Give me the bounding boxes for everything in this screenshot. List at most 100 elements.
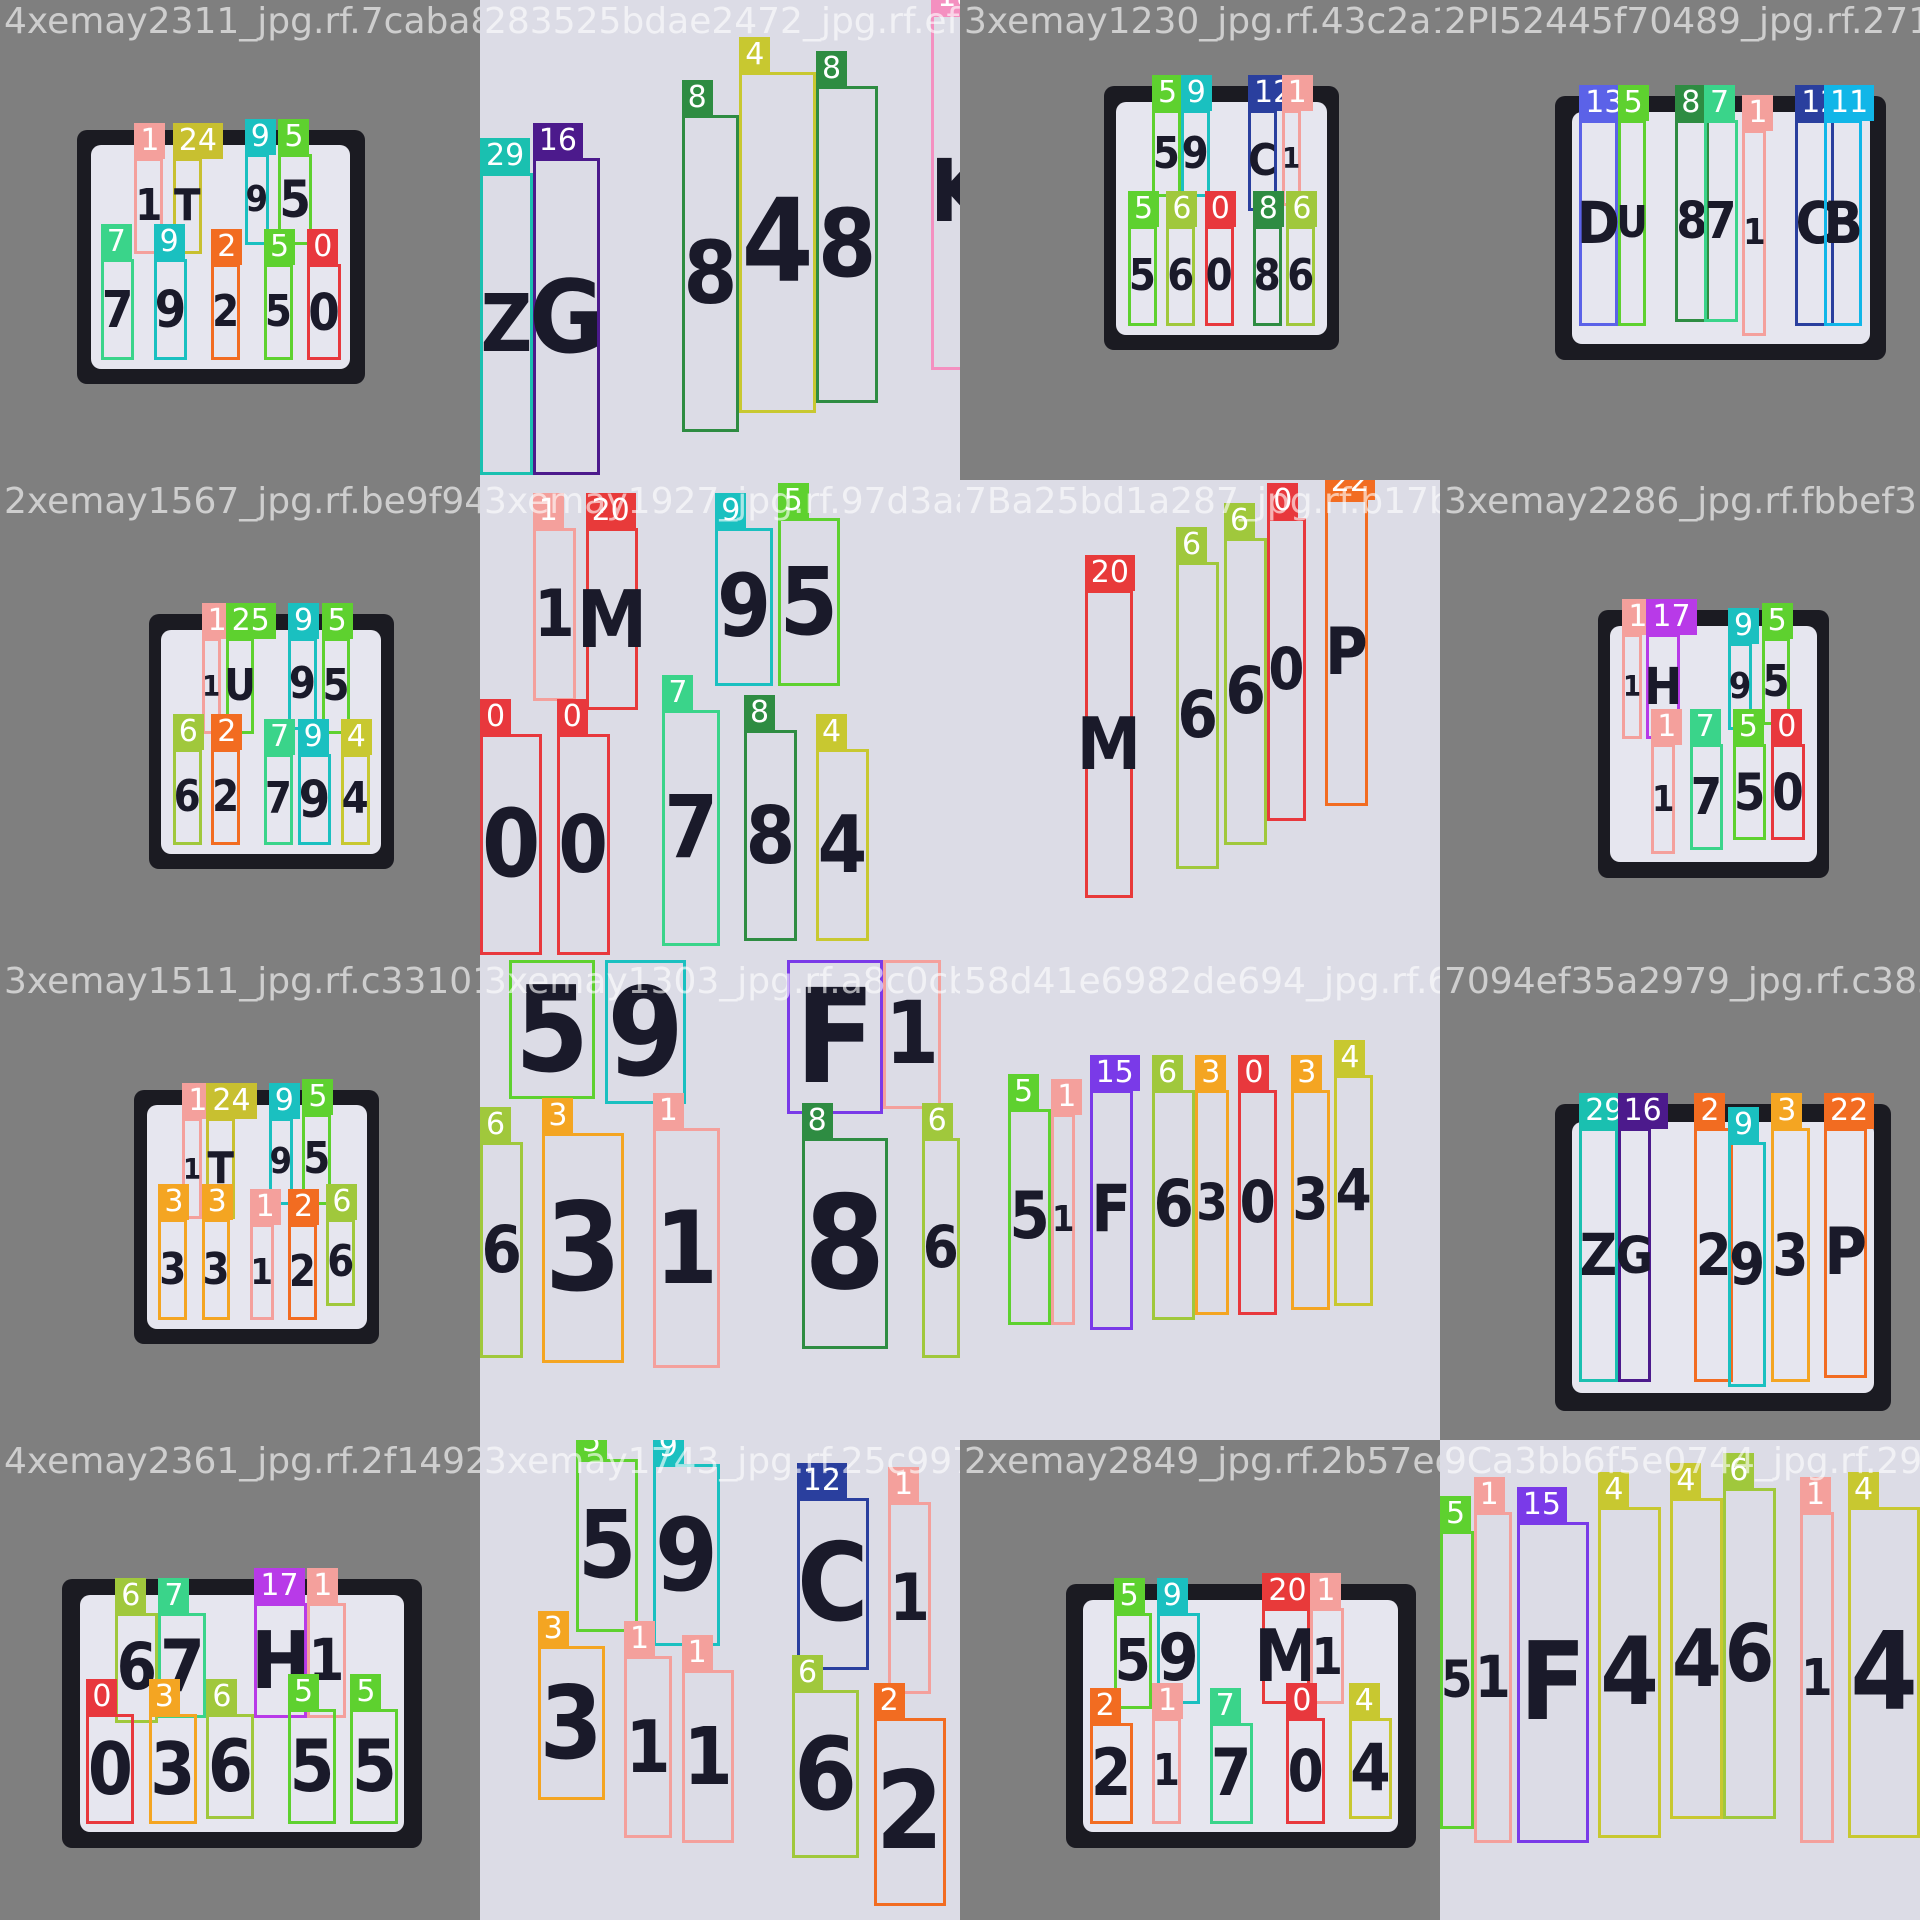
plate-character: 5 (577, 1491, 637, 1601)
class-label: 5 (288, 1673, 320, 1710)
class-label: 5 (278, 118, 310, 155)
plate-character: 6 (481, 1212, 522, 1288)
class-label: 7 (1704, 85, 1736, 121)
class-label: 0 (86, 1678, 118, 1715)
class-label: 2 (288, 1189, 320, 1225)
plate-character: F (1091, 1172, 1132, 1248)
plate-character: P (1824, 1215, 1867, 1291)
plate-character: 8 (817, 190, 877, 300)
image-tile: 5599F151166331188663xemay1303_jpg.rf.a8c… (480, 960, 960, 1440)
license-plate (1555, 1104, 1892, 1412)
plate-character: 1 (1152, 1746, 1180, 1797)
character-bounding-box: G 16 (529, 123, 604, 476)
class-label: 1 (624, 1621, 656, 1657)
class-label: 3 (148, 1678, 180, 1715)
character-bounding-box: C 12 (796, 1462, 869, 1671)
class-label: 6 (1152, 1054, 1184, 1091)
character-bounding-box: B 11 (1823, 85, 1875, 327)
license-plate (480, 1440, 960, 1920)
class-label: 5 (264, 229, 296, 265)
image-filename: 2xemay2849_jpg.rf.2b57ed19ca3bb6f5e0744 (964, 1441, 1440, 1482)
plate-character: 5 (1009, 1179, 1050, 1255)
plate-character: 0 (1772, 762, 1804, 822)
class-label: 6 (1723, 1453, 1755, 1489)
image-tile: 6 6 7 7 H 17 1 1 0 0 3 3 6 6 5 5 5 5 4xemay2361_jpg.rf.2f1… (0, 1440, 480, 1920)
plate-character: 1 (1651, 778, 1675, 820)
plate-character: 1 (625, 1705, 671, 1790)
class-label: 15 (787, 960, 838, 961)
image-tile: D 13 U 5 8 8 7 7 1 1 C 12 B 11 2PI52445f70489_jpg.rf.2… (1440, 0, 1920, 480)
plate-character: 3 (1292, 1166, 1329, 1234)
plate-character: Z (480, 277, 533, 371)
class-label: 9 (288, 603, 320, 640)
plate-character: 0 (558, 798, 608, 892)
class-label: 17 (254, 1568, 305, 1605)
class-label: 7 (264, 718, 296, 755)
plate-character: 5 (1762, 656, 1790, 707)
character-bounding-box: Z 29 (1579, 1093, 1630, 1383)
class-label: 9 (1728, 1107, 1760, 1144)
image-filename: 7094ef35a2979_jpg.rf.c3833 (1444, 961, 1920, 1002)
plate-character: 2 (212, 287, 240, 337)
plate-character: M (1076, 701, 1142, 786)
plate-character: 5 (264, 287, 292, 337)
image-tile: 5 5 9 9 M 20 1 1 2 2 1 1 7 7 0 0 4 4 2xemay2849_jpg.rf.2b5… (960, 1440, 1440, 1920)
plate-character: 5 (1114, 1627, 1151, 1695)
plate-character: 7 (101, 280, 134, 340)
plate-character: 2 (1695, 1221, 1732, 1289)
class-label: 5 (1152, 75, 1184, 112)
character-bounding-box: Z 29 (480, 137, 533, 476)
plate-character: 7 (1690, 767, 1723, 827)
license-plate (960, 960, 1440, 1440)
character-bounding-box: K 18 (930, 0, 960, 370)
class-label: 29 (480, 137, 531, 174)
class-label: 4 (1848, 1472, 1880, 1509)
class-label: 5 (1440, 1496, 1472, 1533)
class-label: 24 (172, 123, 223, 160)
class-label: 6 (480, 1107, 512, 1144)
plate-character: 9 (1728, 665, 1752, 707)
class-label: 9 (604, 960, 636, 961)
class-label: 9 (715, 493, 747, 529)
plate-character: 1 (1051, 1198, 1075, 1240)
plate-character: 5 (279, 169, 311, 229)
class-label: 9 (1156, 1577, 1188, 1614)
character-bounding-box: M 20 (1076, 555, 1142, 898)
plate-character: 3 (544, 1176, 622, 1320)
plate-character: 6 (173, 771, 201, 822)
plate-character: 6 (1724, 1607, 1775, 1701)
class-label: 5 (1761, 603, 1793, 640)
plate-character: Z (1579, 1221, 1618, 1289)
class-label: 3 (1291, 1054, 1323, 1091)
character-bounding-box: P 22 (1324, 480, 1375, 807)
